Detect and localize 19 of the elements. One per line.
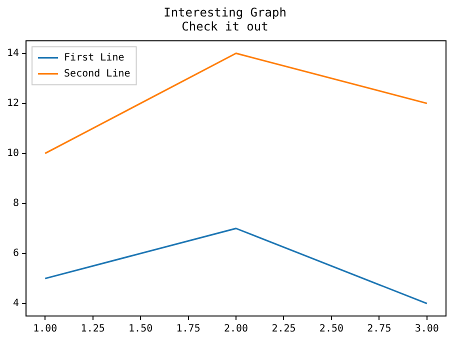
x-tick-label: 2.00 [224,324,248,335]
chart-title: Interesting Graph [164,5,286,20]
x-tick-label: 1.50 [128,324,153,335]
x-tick-label: 2.75 [367,324,392,335]
x-tick-label: 1.75 [176,324,200,335]
x-tick-label: 2.25 [272,324,296,335]
x-tick-label: 1.00 [33,324,58,335]
y-tick-label: 4 [13,298,20,310]
x-tick-label: 1.25 [80,324,105,335]
y-tick-label: 6 [13,248,20,260]
y-tick-label: 8 [13,198,20,210]
chart-subtitle: Check it out [182,20,268,34]
legend-label: First Line [64,52,124,64]
y-tick-label: 14 [6,48,20,59]
x-tick-label: 3.00 [414,324,439,335]
y-tick-label: 12 [6,98,20,109]
legend-label: Second Line [64,68,130,80]
y-tick-label: 10 [6,148,20,159]
x-tick-label: 2.50 [319,324,344,335]
